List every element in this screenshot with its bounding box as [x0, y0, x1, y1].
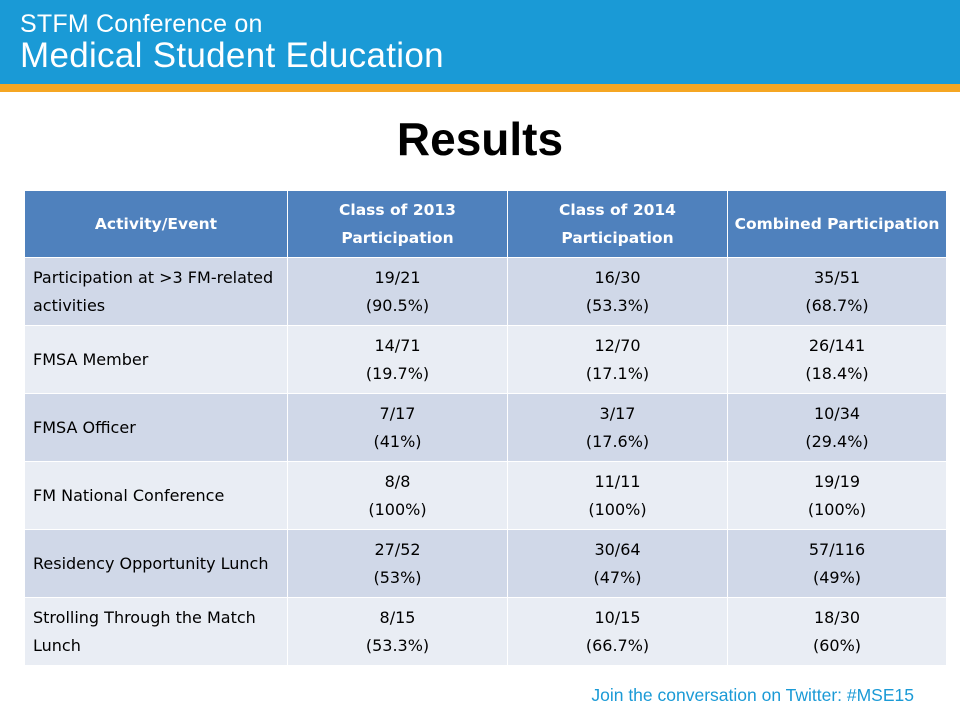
header-accent-stripe [0, 84, 960, 92]
combined-cell: 10/34 (29.4%) [727, 393, 947, 462]
percent-value: (100%) [807, 499, 867, 519]
ratio-value: 35/51 [813, 267, 861, 287]
ratio-value: 27/52 [374, 539, 421, 559]
ratio-value: 16/30 [594, 267, 641, 287]
column-header-class-2014: Class of 2014 Participation [507, 190, 728, 258]
ratio-value: 10/15 [594, 607, 641, 627]
table-row: Participation at >3 FM-related activitie… [24, 257, 947, 326]
ratio-value: 30/64 [594, 539, 641, 559]
table-header-row: Activity/Event Class of 2013 Participati… [24, 190, 947, 258]
percent-value: (49%) [812, 567, 862, 587]
percent-value: (100%) [588, 499, 647, 519]
combined-cell: 57/116 (49%) [727, 529, 947, 598]
header-banner [0, 0, 960, 84]
twitter-footer: Join the conversation on Twitter: #MSE15 [591, 685, 914, 705]
percent-value: (66.7%) [585, 635, 650, 655]
class-2013-cell: 8/8 (100%) [287, 461, 508, 530]
class-2013-cell: 14/71 (19.7%) [287, 325, 508, 394]
percent-value: (17.1%) [585, 363, 650, 383]
conference-name-line1: STFM Conference on [20, 10, 263, 38]
ratio-value: 19/21 [374, 267, 421, 287]
class-2013-cell: 27/52 (53%) [287, 529, 508, 598]
ratio-value: 10/34 [813, 403, 861, 423]
class-2013-cell: 19/21 (90.5%) [287, 257, 508, 326]
table-row: Residency Opportunity Lunch 27/52 (53%) 3… [24, 529, 947, 598]
ratio-value: 11/11 [594, 471, 641, 491]
percent-value: (53.3%) [585, 295, 650, 315]
ratio-value: 8/8 [384, 471, 411, 491]
percent-value: (18.4%) [805, 363, 869, 383]
activity-cell: Residency Opportunity Lunch [24, 529, 288, 598]
ratio-value: 26/141 [808, 335, 866, 355]
conference-name-line2: Medical Student Education [20, 36, 444, 75]
activity-cell: FMSA Member [24, 325, 288, 394]
table-row: FM National Conference 8/8 (100%) 11/11 (1… [24, 461, 947, 530]
ratio-value: 57/116 [808, 539, 866, 559]
table-row: Strolling Through the Match Lunch 8/15 (5… [24, 597, 947, 666]
class-2014-cell: 11/11 (100%) [507, 461, 728, 530]
activity-cell: FM National Conference [24, 461, 288, 530]
percent-value: (41%) [373, 431, 422, 451]
ratio-value: 12/70 [594, 335, 641, 355]
combined-cell: 26/141 (18.4%) [727, 325, 947, 394]
percent-value: (90.5%) [365, 295, 430, 315]
class-2013-cell: 7/17 (41%) [287, 393, 508, 462]
results-table: Activity/Event Class of 2013 Participati… [24, 190, 947, 666]
column-header-class-2013: Class of 2013 Participation [287, 190, 508, 258]
percent-value: (47%) [593, 567, 642, 587]
combined-cell: 18/30 (60%) [727, 597, 947, 666]
percent-value: (19.7%) [365, 363, 430, 383]
combined-cell: 35/51 (68.7%) [727, 257, 947, 326]
table-row: FMSA Officer 7/17 (41%) 3/17 (17.6%) 10/34… [24, 393, 947, 462]
ratio-value: 18/30 [813, 607, 861, 627]
ratio-value: 7/17 [379, 403, 416, 423]
class-2014-cell: 12/70 (17.1%) [507, 325, 728, 394]
activity-cell: FMSA Officer [24, 393, 288, 462]
table-row: FMSA Member 14/71 (19.7%) 12/70 (17.1%) 26… [24, 325, 947, 394]
percent-value: (100%) [368, 499, 427, 519]
class-2013-cell: 8/15 (53.3%) [287, 597, 508, 666]
column-header-combined: Combined Participation [727, 190, 947, 258]
class-2014-cell: 16/30 (53.3%) [507, 257, 728, 326]
column-header-activity: Activity/Event [24, 190, 288, 258]
ratio-value: 19/19 [813, 471, 861, 491]
ratio-value: 14/71 [374, 335, 421, 355]
ratio-value: 8/15 [379, 607, 416, 627]
slide-title: Results [396, 113, 564, 165]
class-2014-cell: 3/17 (17.6%) [507, 393, 728, 462]
activity-cell: Strolling Through the Match Lunch [24, 597, 288, 666]
class-2014-cell: 30/64 (47%) [507, 529, 728, 598]
percent-value: (53%) [373, 567, 422, 587]
combined-cell: 19/19 (100%) [727, 461, 947, 530]
percent-value: (68.7%) [805, 295, 869, 315]
activity-cell: Participation at >3 FM-related activitie… [24, 257, 288, 326]
percent-value: (29.4%) [805, 431, 869, 451]
percent-value: (17.6%) [585, 431, 650, 451]
percent-value: (53.3%) [365, 635, 430, 655]
ratio-value: 3/17 [599, 403, 636, 423]
class-2014-cell: 10/15 (66.7%) [507, 597, 728, 666]
percent-value: (60%) [812, 635, 862, 655]
